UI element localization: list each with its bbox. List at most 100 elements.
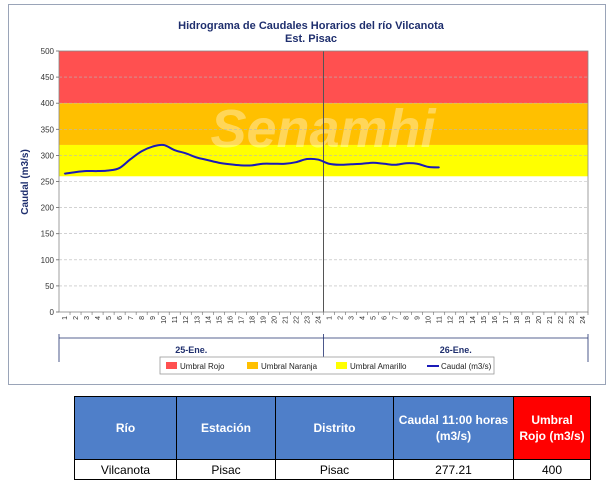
y-tick-label: 200: [41, 204, 55, 213]
x-tick-label: 9: [415, 316, 422, 320]
data-point: [361, 163, 363, 165]
x-tick-label: 3: [84, 316, 91, 320]
cell-distrito: Pisac: [275, 459, 394, 480]
x-tick-label: 22: [558, 316, 565, 324]
data-point: [185, 152, 187, 154]
x-tick-label: 21: [547, 316, 554, 324]
x-tick-label: 23: [569, 316, 576, 324]
x-tick-label: 18: [514, 316, 521, 324]
data-point: [372, 162, 374, 164]
cell-rio: Vilcanota: [74, 459, 177, 480]
y-tick-label: 250: [41, 178, 55, 187]
data-point: [438, 166, 440, 169]
x-tick-label: 6: [117, 316, 124, 320]
data-point: [306, 158, 308, 160]
legend-entry: Umbral Naranja: [261, 362, 318, 371]
header-umbral-rojo: Umbral Rojo (m3/s): [513, 396, 591, 460]
chart-title: Hidrograma de Caudales Horarios del río …: [178, 20, 445, 32]
x-tick-label: 22: [293, 316, 300, 324]
chart-subtitle: Est. Pisac: [285, 33, 337, 45]
x-tick-label: 18: [249, 316, 256, 324]
header-distrito: Distrito: [275, 396, 394, 460]
x-tick-label: 14: [470, 316, 477, 324]
data-point: [240, 164, 242, 166]
x-tick-label: 16: [492, 316, 499, 324]
y-tick-label: 150: [41, 230, 55, 239]
x-tick-label: 20: [536, 316, 543, 324]
x-tick-label: 11: [437, 316, 444, 323]
x-tick-label: 19: [260, 316, 267, 324]
x-tick-label: 15: [216, 316, 223, 324]
legend-box: [159, 356, 495, 375]
data-point: [317, 158, 319, 161]
data-point: [416, 163, 418, 165]
y-tick-label: 500: [41, 47, 55, 56]
x-tick-label: 1: [62, 316, 69, 320]
x-tick-label: 8: [139, 316, 146, 320]
x-tick-label: 6: [382, 316, 389, 320]
x-tick-label: 17: [238, 316, 245, 324]
x-tick-label: 5: [371, 316, 378, 320]
data-point: [262, 163, 264, 165]
legend-entry: Caudal (m3/s): [441, 362, 492, 371]
data-point: [141, 150, 143, 152]
cell-caudal: 277.21: [393, 459, 514, 480]
data-point: [196, 156, 198, 159]
x-tick-label: 12: [183, 316, 190, 324]
y-tick-label: 300: [41, 151, 55, 160]
cell-estacion: Pisac: [176, 459, 276, 480]
x-tick-label: 3: [349, 316, 356, 320]
day-label: 25-Ene.: [175, 345, 207, 355]
legend-swatch: [166, 362, 177, 369]
chart-frame: Hidrograma de Caudales Horarios del río …: [8, 4, 606, 385]
x-tick-label: 17: [503, 316, 510, 324]
data-point: [229, 163, 231, 165]
data-point: [328, 163, 330, 165]
x-tick-label: 2: [338, 316, 345, 320]
x-tick-label: 23: [304, 316, 311, 324]
x-tick-label: 21: [282, 316, 289, 324]
x-tick-label: 24: [315, 316, 322, 324]
table-row: Vilcanota Pisac Pisac 277.21 400: [74, 459, 591, 480]
data-point: [284, 163, 286, 165]
station-info-table: Río Estación Distrito Caudal 11:00 horas…: [74, 396, 591, 480]
table-header-row: Río Estación Distrito Caudal 11:00 horas…: [74, 396, 591, 460]
x-tick-label: 16: [227, 316, 234, 324]
data-point: [152, 145, 154, 148]
x-tick-label: 4: [360, 316, 367, 320]
x-tick-label: 11: [172, 316, 179, 323]
header-caudal: Caudal 11:00 horas (m3/s): [393, 396, 514, 460]
y-tick-label: 350: [41, 125, 55, 134]
x-tick-label: 7: [393, 316, 400, 320]
data-point: [427, 166, 429, 168]
header-estacion: Estación: [176, 396, 276, 460]
x-tick-label: 10: [161, 316, 168, 324]
cell-umbral: 400: [513, 459, 591, 480]
data-point: [119, 167, 121, 169]
data-point: [251, 164, 253, 166]
data-point: [394, 164, 396, 166]
day-label: 26-Ene.: [440, 345, 472, 355]
data-point: [295, 161, 297, 163]
x-tick-label: 12: [448, 316, 455, 324]
x-tick-label: 13: [194, 316, 201, 324]
x-tick-label: 1: [327, 316, 334, 320]
data-point: [273, 163, 275, 165]
data-point: [96, 170, 99, 172]
data-point: [405, 162, 407, 164]
legend-swatch: [247, 362, 258, 369]
legend-entry: Umbral Amarillo: [350, 362, 407, 371]
data-point: [207, 159, 209, 161]
x-tick-label: 10: [426, 316, 433, 324]
y-tick-label: 100: [41, 256, 55, 265]
x-tick-label: 13: [459, 316, 466, 324]
data-point: [163, 144, 165, 146]
data-point: [130, 158, 132, 160]
legend-entry: Umbral Rojo: [180, 362, 225, 371]
y-tick-label: 0: [50, 308, 55, 317]
hydrograph-chart: Hidrograma de Caudales Horarios del río …: [20, 20, 589, 375]
y-tick-label: 400: [41, 99, 55, 108]
data-point: [63, 173, 66, 175]
data-point: [350, 163, 352, 165]
y-tick-label: 50: [45, 282, 54, 291]
